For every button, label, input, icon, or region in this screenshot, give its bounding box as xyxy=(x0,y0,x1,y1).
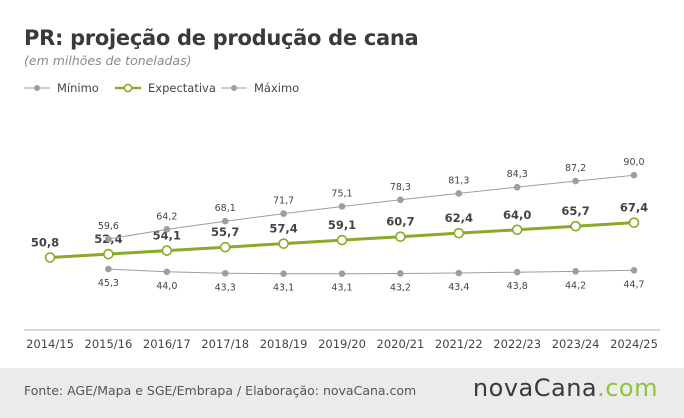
data-point xyxy=(453,227,465,239)
x-tick-label: 2018/19 xyxy=(260,337,308,351)
data-label: 81,3 xyxy=(448,175,469,186)
legend-label: Mínimo xyxy=(57,81,99,95)
data-label: 60,7 xyxy=(386,215,414,229)
data-point xyxy=(338,270,346,277)
data-label: 67,4 xyxy=(620,201,648,215)
line-chart: 2014/15 2015/16 2016/17 2017/18 2018/19 2019/… xyxy=(24,81,660,351)
data-point xyxy=(105,265,112,273)
data-label: 43,2 xyxy=(390,282,411,293)
data-point xyxy=(221,217,229,225)
data-label: 90,0 xyxy=(623,157,644,168)
x-tick-label: 2015/16 xyxy=(85,337,133,351)
legend-swatch-marker xyxy=(231,85,237,91)
data-label: 43,4 xyxy=(448,282,469,293)
data-point xyxy=(513,183,521,191)
data-label: 43,1 xyxy=(273,283,294,294)
data-point xyxy=(44,252,56,263)
data-label: 43,8 xyxy=(507,281,528,292)
data-label: 54,1 xyxy=(153,229,181,243)
data-label: 55,7 xyxy=(211,225,239,239)
data-point xyxy=(161,245,173,256)
brand-logo: novaCana.com xyxy=(473,374,658,402)
data-point xyxy=(511,224,523,236)
data-point xyxy=(219,241,231,253)
data-point xyxy=(105,235,112,243)
x-tick-label: 2014/15 xyxy=(26,337,74,351)
x-tick-label: 2024/25 xyxy=(610,337,658,351)
data-point xyxy=(280,210,287,217)
source-note: Fonte: AGE/Mapa e SGE/Embrapa / Elaboraç… xyxy=(24,383,417,398)
data-point xyxy=(397,196,404,204)
data-label: 45,3 xyxy=(98,278,119,289)
data-point xyxy=(221,269,229,277)
legend-label: Máximo xyxy=(254,81,299,95)
data-point xyxy=(395,231,406,243)
data-label: 57,4 xyxy=(269,222,297,236)
data-label: 65,7 xyxy=(561,204,589,218)
legend-swatch-marker xyxy=(123,83,133,93)
data-point xyxy=(628,217,640,228)
x-tick-label: 2020/21 xyxy=(377,337,425,351)
data-point xyxy=(455,269,463,277)
data-label: 44,0 xyxy=(156,281,177,292)
data-label: 68,1 xyxy=(215,203,236,214)
data-label: 44,7 xyxy=(623,279,644,290)
data-label: 59,1 xyxy=(328,218,356,232)
brand-suffix: .com xyxy=(597,374,658,402)
data-point xyxy=(336,234,348,246)
legend-label: Expectativa xyxy=(148,81,216,95)
data-label: 87,2 xyxy=(565,163,586,174)
data-point xyxy=(572,268,579,275)
data-label: 62,4 xyxy=(445,211,473,225)
chart-subtitle: (em milhões de toneladas) xyxy=(24,53,192,68)
data-label: 64,2 xyxy=(156,211,177,222)
data-label: 44,2 xyxy=(565,280,586,291)
series-line xyxy=(108,174,635,240)
data-label: 75,1 xyxy=(331,188,352,199)
data-label: 59,6 xyxy=(98,221,119,232)
data-point xyxy=(280,270,287,277)
data-label: 43,1 xyxy=(331,283,352,294)
data-label: 84,3 xyxy=(507,169,528,180)
data-point xyxy=(338,203,346,210)
data-label: 50,8 xyxy=(31,236,59,250)
data-point xyxy=(572,177,579,185)
data-point xyxy=(163,268,171,276)
data-point xyxy=(455,190,463,197)
data-point xyxy=(513,268,521,276)
data-point xyxy=(630,267,638,274)
footer: Fonte: AGE/Mapa e SGE/Embrapa / Elaboraç… xyxy=(0,368,684,418)
x-tick-label: 2017/18 xyxy=(201,337,249,351)
data-label: 43,3 xyxy=(215,282,236,293)
x-tick-label: 2022/23 xyxy=(493,337,541,351)
x-tick-label: 2023/24 xyxy=(552,337,600,351)
data-label: 64,0 xyxy=(503,208,531,222)
data-point xyxy=(278,238,289,249)
brand-name: novaCana xyxy=(472,374,598,402)
legend-swatch-marker xyxy=(34,85,40,91)
chart-title: PR: projeção de produção de cana xyxy=(24,26,419,50)
data-point xyxy=(570,220,581,232)
x-tick-label: 2016/17 xyxy=(143,337,191,351)
x-tick-label: 2019/20 xyxy=(318,337,366,351)
data-point xyxy=(103,248,114,260)
data-point xyxy=(397,270,404,277)
data-label: 78,3 xyxy=(390,182,411,193)
data-label: 71,7 xyxy=(273,196,294,207)
data-point xyxy=(630,171,638,179)
data-point xyxy=(163,226,171,233)
series-line xyxy=(108,268,635,275)
x-tick-label: 2021/22 xyxy=(435,337,483,351)
